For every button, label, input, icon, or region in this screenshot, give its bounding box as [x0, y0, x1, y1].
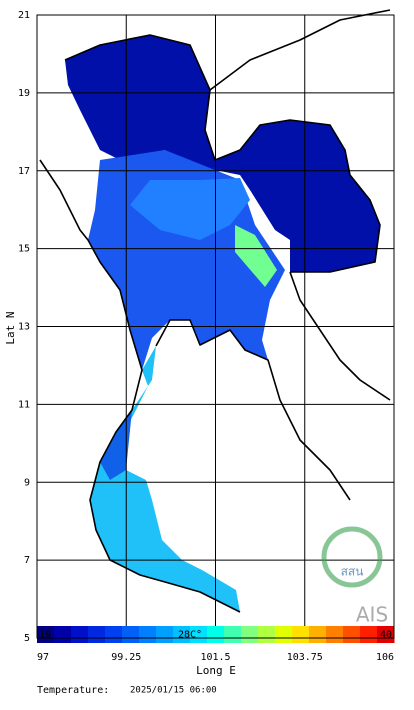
y-tick-label: 13 — [18, 322, 30, 333]
colorbar: 19 28C° 40 — [37, 626, 395, 643]
colorbar-swatch — [258, 626, 276, 643]
y-tick-label: 7 — [24, 555, 30, 566]
coastline — [289, 271, 391, 401]
colorbar-swatch — [241, 626, 259, 643]
colorbar-swatch — [122, 626, 140, 643]
colorbar-swatch — [326, 626, 344, 643]
coastlines — [39, 9, 391, 613]
colorbar-swatch — [377, 626, 395, 643]
footer-date: 2025/01/15 06:00 — [130, 686, 217, 696]
y-tick-label: 21 — [18, 10, 30, 21]
logo-text: สสน — [341, 565, 364, 579]
y-tick-label: 11 — [18, 399, 30, 410]
plot-frame — [36, 14, 395, 639]
coastline — [155, 319, 351, 501]
colorbar-swatch — [224, 626, 242, 643]
region-east-warm — [235, 225, 277, 287]
y-axis-label: Lat N — [4, 311, 17, 344]
y-tick-label: 5 — [24, 633, 30, 644]
colorbar-tick-label: 28C° — [178, 630, 202, 641]
colorbar-swatch — [139, 626, 157, 643]
colorbar-swatch — [156, 626, 174, 643]
colorbar-tick-label: 19 — [39, 630, 51, 641]
x-tick-label: 99.25 — [111, 652, 141, 663]
colorbar-swatch — [88, 626, 106, 643]
footer-label: Temperature: — [37, 685, 109, 696]
x-axis-label: Long E — [196, 664, 236, 677]
colorbar-swatch — [360, 626, 378, 643]
colorbar-swatch — [173, 626, 191, 643]
logo-ais: AIS — [356, 603, 388, 627]
colorbar-swatch — [71, 626, 89, 643]
region-south — [90, 346, 240, 612]
colorbar-swatch — [207, 626, 225, 643]
colorbar-tick-label: 40 — [380, 630, 392, 641]
region-south-west — [100, 410, 132, 480]
colorbar-swatch — [54, 626, 72, 643]
logo-ring — [321, 526, 383, 588]
x-tick-label: 106 — [376, 652, 394, 663]
colorbar-swatch — [37, 626, 55, 643]
x-tick-label: 97 — [37, 652, 49, 663]
colorbar-swatch — [309, 626, 327, 643]
x-tick-label: 103.75 — [287, 652, 323, 663]
logos: สสน AIS — [321, 526, 388, 627]
colorbar-swatch — [292, 626, 310, 643]
coastline — [39, 159, 241, 613]
region-northeast — [130, 178, 250, 240]
coastline — [209, 9, 391, 91]
y-tick-label: 17 — [18, 166, 30, 177]
y-tick-label: 9 — [24, 477, 30, 488]
coastline — [64, 34, 381, 273]
x-tick-label: 101.5 — [200, 652, 230, 663]
temperature-field — [65, 35, 380, 612]
region-north — [65, 35, 380, 272]
colorbar-swatch — [105, 626, 123, 643]
y-tick-label: 15 — [18, 244, 30, 255]
y-tick-label: 19 — [18, 88, 30, 99]
colorbar-swatch — [343, 626, 361, 643]
colorbar-swatch — [190, 626, 208, 643]
colorbar-swatch — [275, 626, 293, 643]
